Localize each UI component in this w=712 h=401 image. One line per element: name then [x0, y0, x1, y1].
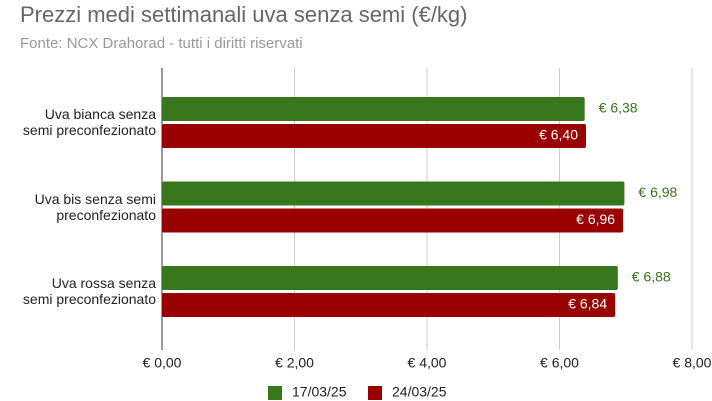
value-label: € 6,88	[632, 269, 671, 285]
chart-title: Prezzi medi settimanali uva senza semi (…	[20, 2, 468, 27]
value-label: € 6,96	[576, 211, 615, 227]
legend-swatch	[368, 386, 382, 400]
y-tick-label: Uva bianca senza semi preconfezionato	[22, 106, 156, 138]
legend-label: 24/03/25	[392, 384, 447, 400]
x-tick-label: € 8,00	[673, 355, 712, 371]
bar	[162, 124, 586, 148]
x-tick-label: € 4,00	[408, 355, 447, 371]
x-tick-label: € 0,00	[143, 355, 182, 371]
bar	[162, 181, 625, 206]
y-tick-label: Uva bis senza semi preconfezionato	[34, 190, 156, 223]
value-label: € 6,40	[539, 127, 578, 143]
x-tick-label: € 6,00	[540, 355, 579, 371]
bar	[162, 97, 585, 121]
bar	[162, 293, 616, 317]
legend-swatch	[268, 386, 282, 400]
bar	[162, 266, 618, 290]
x-tick-label: € 2,00	[275, 355, 314, 371]
value-label: € 6,38	[599, 100, 638, 116]
value-label: € 6,98	[638, 184, 677, 200]
y-tick-label: Uva rossa senza semi preconfezionato	[22, 275, 156, 307]
value-label: € 6,84	[568, 296, 607, 312]
bar	[162, 208, 624, 233]
legend-label: 17/03/25	[292, 384, 347, 400]
chart-subtitle: Fonte: NCX Drahorad - tutti i diritti ri…	[20, 35, 303, 52]
